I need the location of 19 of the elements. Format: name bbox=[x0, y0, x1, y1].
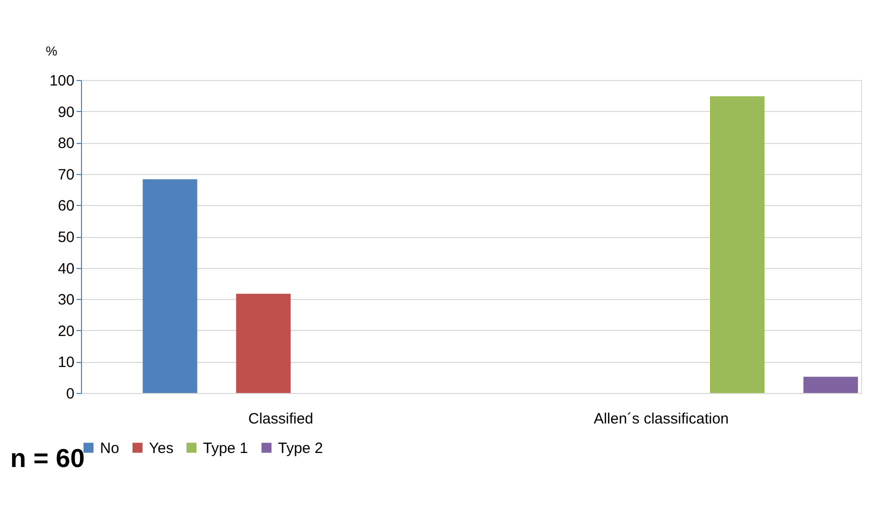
text: n = 60 bbox=[10, 443, 85, 473]
legend-label: Type 2 bbox=[278, 440, 324, 457]
y-tick-label: 30 bbox=[58, 292, 74, 309]
y-tick-label: 50 bbox=[58, 229, 74, 246]
y-tick-label: 100 bbox=[49, 72, 74, 90]
legend-label: Yes bbox=[149, 440, 174, 457]
legend-label: No bbox=[100, 440, 120, 457]
y-tick-label: 0 bbox=[66, 386, 74, 402]
y-tick-label: 40 bbox=[58, 260, 74, 278]
x-tick-label: Allen´s classification bbox=[594, 410, 729, 428]
y-tick-label: 60 bbox=[58, 198, 74, 215]
legend-label: Type 1 bbox=[203, 440, 248, 457]
y-tick-label: 10 bbox=[58, 354, 74, 372]
y-tick-label: 90 bbox=[58, 104, 74, 121]
y-tick-label: 70 bbox=[58, 166, 74, 184]
x-tick-label: Classified bbox=[248, 410, 314, 428]
y-tick-label: 80 bbox=[58, 135, 74, 152]
y-axis-title: % bbox=[46, 44, 58, 58]
y-tick-label: 20 bbox=[58, 322, 74, 340]
